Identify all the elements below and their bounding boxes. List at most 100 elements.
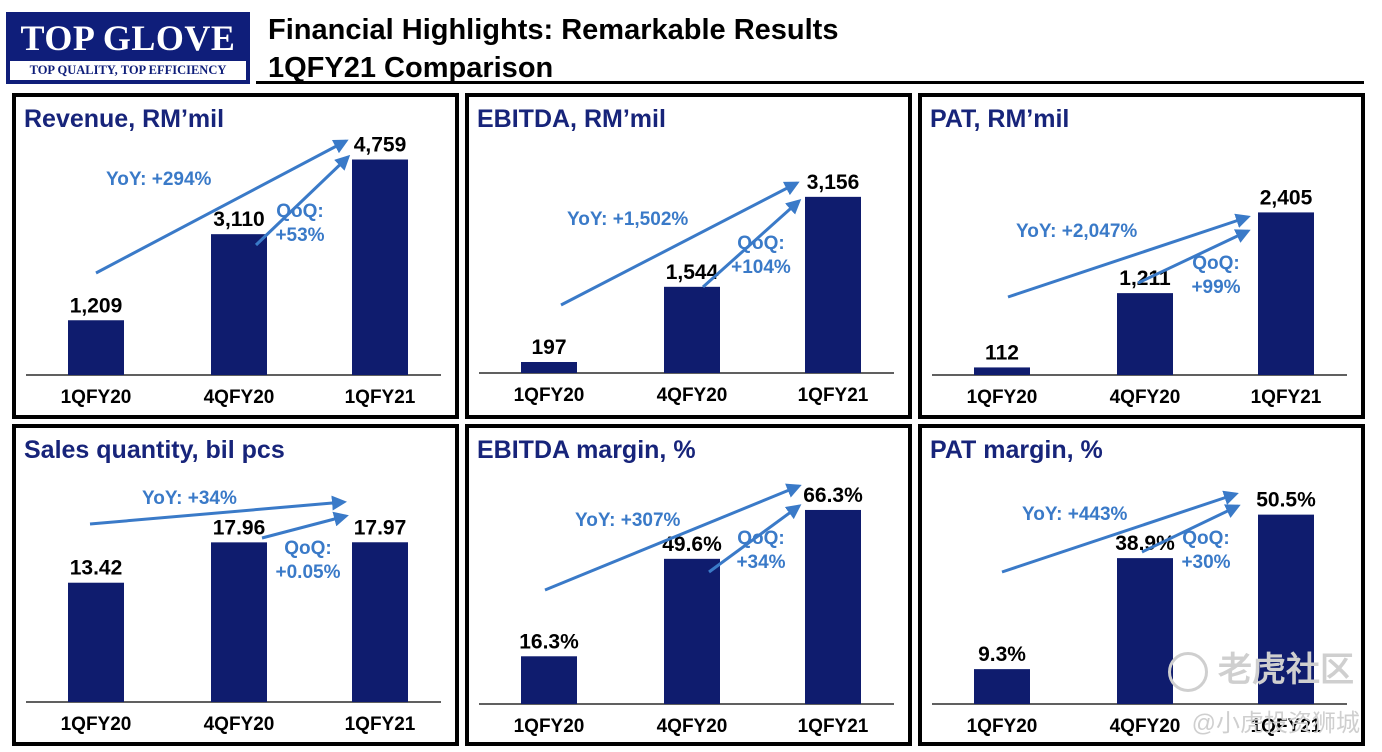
- qoq-arrow: [701, 198, 802, 289]
- qoq-annotation-value: +99%: [1191, 277, 1240, 298]
- chart-panel-sales-quantity: 13.42 1QFY20 17.96 4QFY20 17.97 1QFY21 YoY: +3…: [12, 424, 459, 746]
- bar-4qfy20: [211, 234, 267, 375]
- bar-1qfy20: [974, 669, 1030, 704]
- category-label: 1QFY21: [345, 387, 416, 408]
- bar-4qfy20: [1117, 558, 1173, 704]
- chart-ebitda-margin: 16.3% 1QFY20 49.6% 4QFY20 66.3% 1QFY21 YoY: +3…: [479, 483, 894, 737]
- data-label: 9.3%: [978, 643, 1026, 666]
- bar-1qfy21: [805, 196, 861, 373]
- data-label: 3,156: [807, 171, 860, 194]
- chart-title: PAT margin, %: [930, 436, 1103, 464]
- category-label: 1QFY20: [61, 387, 132, 408]
- category-label: 4QFY20: [657, 716, 728, 737]
- category-label: 1QFY20: [61, 714, 132, 735]
- yoy-arrow: [95, 139, 349, 275]
- title-divider: [256, 81, 1364, 84]
- qoq-arrow: [261, 511, 349, 540]
- data-label: 50.5%: [1256, 489, 1316, 512]
- category-label: 4QFY20: [204, 387, 275, 408]
- yoy-annotation: YoY: +34%: [142, 488, 237, 509]
- chart-revenue: 1,209 1QFY20 3,110 4QFY20 4,759 1QFY21 YoY: +2…: [26, 133, 441, 408]
- watermark-handle: @小虎投资狮城: [1191, 710, 1360, 737]
- yoy-annotation: YoY: +443%: [1022, 504, 1128, 525]
- qoq-annotation-title: QoQ:: [1192, 253, 1240, 274]
- bar-1qfy21: [352, 159, 408, 375]
- bar-1qfy21: [352, 542, 408, 702]
- category-label: 4QFY20: [657, 385, 728, 406]
- data-label: 2,405: [1260, 186, 1313, 209]
- data-label: 16.3%: [519, 630, 579, 653]
- data-label: 3,110: [213, 208, 264, 231]
- yoy-annotation: YoY: +307%: [575, 510, 681, 531]
- data-label: 49.6%: [662, 533, 722, 556]
- data-label: 4,759: [354, 133, 407, 156]
- qoq-annotation-value: +104%: [731, 257, 791, 278]
- bar-1qfy20: [521, 656, 577, 704]
- yoy-arrow: [89, 495, 347, 526]
- category-label: 4QFY20: [204, 714, 275, 735]
- data-label: 38.9%: [1115, 532, 1175, 555]
- data-label: 17.97: [354, 516, 407, 539]
- bar-1qfy20: [68, 582, 124, 702]
- category-label: 1QFY21: [1251, 716, 1322, 737]
- data-label: 17.96: [213, 516, 266, 539]
- chart-panel-pat-margin: 9.3% 1QFY20 38.9% 4QFY20 50.5% 1QFY21 YoY: +44…: [918, 424, 1365, 746]
- bar-1qfy21: [1258, 514, 1314, 704]
- data-label: 1,209: [70, 294, 123, 317]
- page-subtitle: 1QFY21 Comparison: [268, 52, 554, 84]
- page-title: Financial Highlights: Remarkable Results: [268, 14, 839, 46]
- bar-1qfy21: [805, 509, 861, 704]
- qoq-arrow: [1137, 229, 1251, 285]
- chart-sales-quantity: 13.42 1QFY20 17.96 4QFY20 17.97 1QFY21 YoY: +3…: [26, 488, 441, 735]
- category-label: 1QFY20: [514, 716, 585, 737]
- bar-1qfy21: [1258, 212, 1314, 375]
- data-label: 112: [985, 341, 1019, 364]
- qoq-annotation-value: +0.05%: [276, 562, 341, 583]
- bar-4qfy20: [1117, 293, 1173, 375]
- company-logo: TOP GLOVE TOP QUALITY, TOP EFFICIENCY: [6, 12, 250, 84]
- data-label: 13.42: [70, 557, 123, 580]
- qoq-annotation-title: QoQ:: [1182, 528, 1230, 549]
- bar-4qfy20: [664, 286, 720, 373]
- category-label: 1QFY21: [345, 714, 416, 735]
- yoy-arrow: [1001, 490, 1239, 574]
- category-label: 1QFY20: [967, 716, 1038, 737]
- data-label: 197: [531, 336, 566, 359]
- category-label: 1QFY21: [798, 385, 869, 406]
- qoq-annotation-title: QoQ:: [284, 538, 332, 559]
- category-label: 4QFY20: [1110, 387, 1181, 408]
- chart-pat-margin: 9.3% 1QFY20 38.9% 4QFY20 50.5% 1QFY21 YoY: +44…: [932, 489, 1347, 737]
- bar-4qfy20: [211, 542, 267, 702]
- qoq-annotation-value: +34%: [736, 552, 785, 573]
- category-label: 4QFY20: [1110, 716, 1181, 737]
- data-label: 1,544: [666, 261, 719, 284]
- chart-panel-revenue: 1,209 1QFY20 3,110 4QFY20 4,759 1QFY21 YoY: +2…: [12, 93, 459, 419]
- qoq-arrow: [708, 504, 802, 574]
- chart-title: PAT, RM’mil: [930, 105, 1070, 133]
- qoq-annotation-title: QoQ:: [737, 528, 785, 549]
- qoq-arrow: [1141, 504, 1241, 554]
- yoy-arrow: [544, 483, 802, 592]
- logo-name: TOP GLOVE: [20, 18, 236, 58]
- qoq-arrow: [254, 154, 351, 247]
- bar-1qfy20: [974, 367, 1030, 375]
- qoq-annotation-value: +53%: [275, 225, 324, 246]
- category-label: 1QFY20: [967, 387, 1038, 408]
- yoy-annotation: YoY: +2,047%: [1016, 221, 1137, 242]
- bar-4qfy20: [664, 558, 720, 704]
- chart-title: EBITDA, RM’mil: [477, 105, 666, 133]
- category-label: 1QFY21: [798, 716, 869, 737]
- chart-title: EBITDA margin, %: [477, 436, 696, 464]
- yoy-arrow: [560, 181, 800, 307]
- category-label: 1QFY20: [514, 385, 585, 406]
- watermark: 老虎社区: [1168, 642, 1354, 692]
- category-label: 1QFY21: [1251, 387, 1322, 408]
- chart-panel-ebitda-margin: 16.3% 1QFY20 49.6% 4QFY20 66.3% 1QFY21 YoY: +3…: [465, 424, 912, 746]
- data-label: 66.3%: [803, 484, 863, 507]
- qoq-annotation-title: QoQ:: [276, 201, 324, 222]
- chart-title: Revenue, RM’mil: [24, 105, 225, 133]
- logo-tagline: TOP QUALITY, TOP EFFICIENCY: [10, 61, 246, 80]
- yoy-annotation: YoY: +294%: [106, 169, 212, 190]
- yoy-arrow: [1007, 213, 1251, 299]
